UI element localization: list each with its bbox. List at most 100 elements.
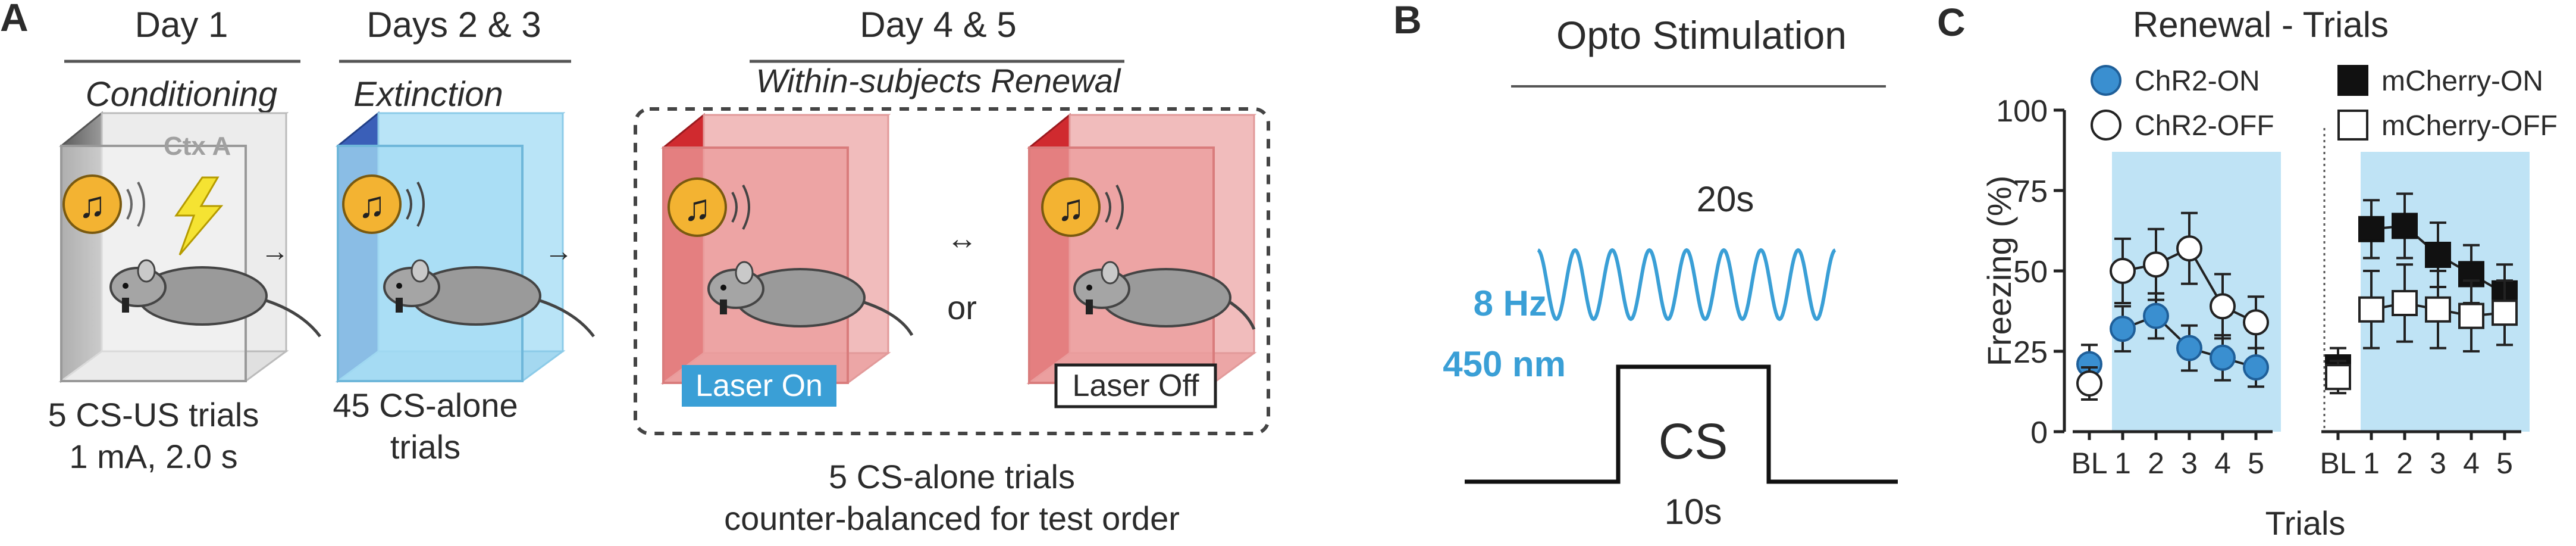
chart-title: Renewal - Trials (2133, 5, 2389, 45)
day1-context-label: Ctx A (164, 132, 231, 161)
data-point (2110, 258, 2136, 284)
svg-text:♫: ♫ (79, 185, 106, 226)
data-point (2425, 296, 2451, 323)
speaker-icon: ♫ (1041, 177, 1101, 237)
day1-desc-line1: 5 CS-US trials (48, 396, 259, 433)
svg-text:♫: ♫ (684, 188, 712, 229)
opto-title: Opto Stimulation (1556, 13, 1847, 57)
x-axis-label: Trials (2265, 504, 2346, 542)
sound-waves-icon (1105, 185, 1124, 230)
sound-waves-icon (731, 185, 750, 230)
legend-label: ChR2-ON (2135, 65, 2260, 97)
speaker-icon: ♫ (342, 174, 402, 234)
day23-desc-line1: 45 CS-alone (333, 386, 518, 424)
data-point (2210, 344, 2236, 371)
day1-title: Day 1 (135, 5, 228, 45)
y-tick-label: 75 (2013, 174, 2048, 209)
day45-phase: Within-subjects Renewal (756, 62, 1121, 99)
legend-marker (2337, 65, 2368, 96)
data-point (2492, 299, 2518, 326)
legend-label: mCherry-OFF (2381, 110, 2558, 142)
y-tick-label: 50 (2013, 255, 2048, 289)
data-point (2176, 335, 2202, 361)
laser-off-badge (1054, 363, 1217, 408)
rat-icon (707, 261, 914, 336)
x-tick-label: 3 (2181, 447, 2198, 480)
sound-waves-icon (406, 182, 425, 227)
day45-desc-line1: 5 CS-alone trials (829, 458, 1075, 495)
y-tick-label: 25 (2013, 335, 2048, 370)
x-tick-label: 2 (2148, 447, 2164, 480)
legend-marker (2091, 65, 2121, 96)
data-point (2425, 242, 2451, 268)
legend-label: mCherry-ON (2381, 65, 2543, 97)
laser-on-badge (682, 365, 836, 407)
data-point (2392, 290, 2418, 316)
day23-arrow: → (544, 236, 573, 267)
day23-desc-line2: trials (390, 428, 460, 466)
data-point (2392, 213, 2418, 239)
y-axis-label: Freezing (%) (1980, 176, 2018, 367)
laser-shaded-region (2112, 152, 2281, 432)
x-tick-label: 5 (2496, 447, 2513, 480)
data-point (2210, 293, 2236, 320)
legend-marker (2337, 110, 2368, 141)
panel-label-b: B (1393, 0, 1422, 42)
swap-arrow-icon: ↔ (947, 221, 977, 256)
sound-waves-icon (126, 182, 145, 227)
day45-title: Day 4 & 5 (860, 5, 1016, 45)
renewal-dashed-box (634, 107, 1270, 435)
x-tick-label: 4 (2463, 447, 2480, 480)
day23-phase: Extinction (353, 75, 503, 114)
data-point (2143, 302, 2169, 329)
legend-marker (2091, 110, 2121, 141)
day45-desc-line2: counter-balanced for test order (724, 500, 1180, 537)
x-tick-label: BL (2071, 447, 2107, 480)
panel-label-c: C (1937, 0, 1966, 44)
stimulation-sine-wave (1537, 248, 1837, 322)
data-point (2325, 364, 2351, 391)
panel-label-a: A (0, 0, 29, 39)
shock-lightning-icon (174, 176, 224, 255)
x-tick-label: 1 (2114, 447, 2131, 480)
day1-phase: Conditioning (86, 75, 277, 114)
x-tick-label: 4 (2214, 447, 2231, 480)
data-point (2243, 354, 2269, 380)
laser-off-label: Laser Off (1073, 369, 1199, 403)
y-tick-label: 0 (2030, 416, 2048, 450)
y-tick-label: 100 (1996, 94, 2048, 129)
speaker-icon: ♫ (667, 177, 727, 237)
data-point (2143, 251, 2169, 278)
svg-text:♫: ♫ (358, 185, 386, 226)
data-point (2076, 370, 2102, 397)
or-label: or (947, 289, 977, 326)
cs-step-pulse (1465, 364, 1898, 484)
x-tick-label: 5 (2248, 447, 2264, 480)
cs-label: CS (1659, 413, 1728, 469)
x-tick-label: 3 (2430, 447, 2446, 480)
wave-duration-label: 20s (1697, 179, 1754, 219)
day1-arrow: → (261, 236, 289, 267)
laser-on-context-box (660, 113, 891, 385)
x-tick-label: BL (2320, 447, 2356, 480)
data-point (2358, 216, 2384, 242)
data-point (2358, 296, 2384, 323)
x-tick-label: 1 (2363, 447, 2380, 480)
data-point (2110, 316, 2136, 342)
rat-icon (383, 259, 595, 338)
x-tick-label: 2 (2396, 447, 2413, 480)
speaker-icon: ♫ (62, 174, 122, 234)
day23-context-box (335, 111, 566, 383)
rat-icon (1073, 261, 1256, 330)
data-point (2458, 302, 2484, 329)
cs-duration-label: 10s (1665, 492, 1722, 532)
legend-label: ChR2-OFF (2135, 110, 2274, 142)
frequency-label: 8 Hz (1474, 283, 1547, 323)
rat-icon (109, 259, 321, 338)
laser-on-label: Laser On (695, 369, 823, 403)
svg-text:♫: ♫ (1057, 188, 1085, 229)
day23-title: Days 2 & 3 (366, 5, 541, 45)
data-point (2176, 235, 2202, 262)
